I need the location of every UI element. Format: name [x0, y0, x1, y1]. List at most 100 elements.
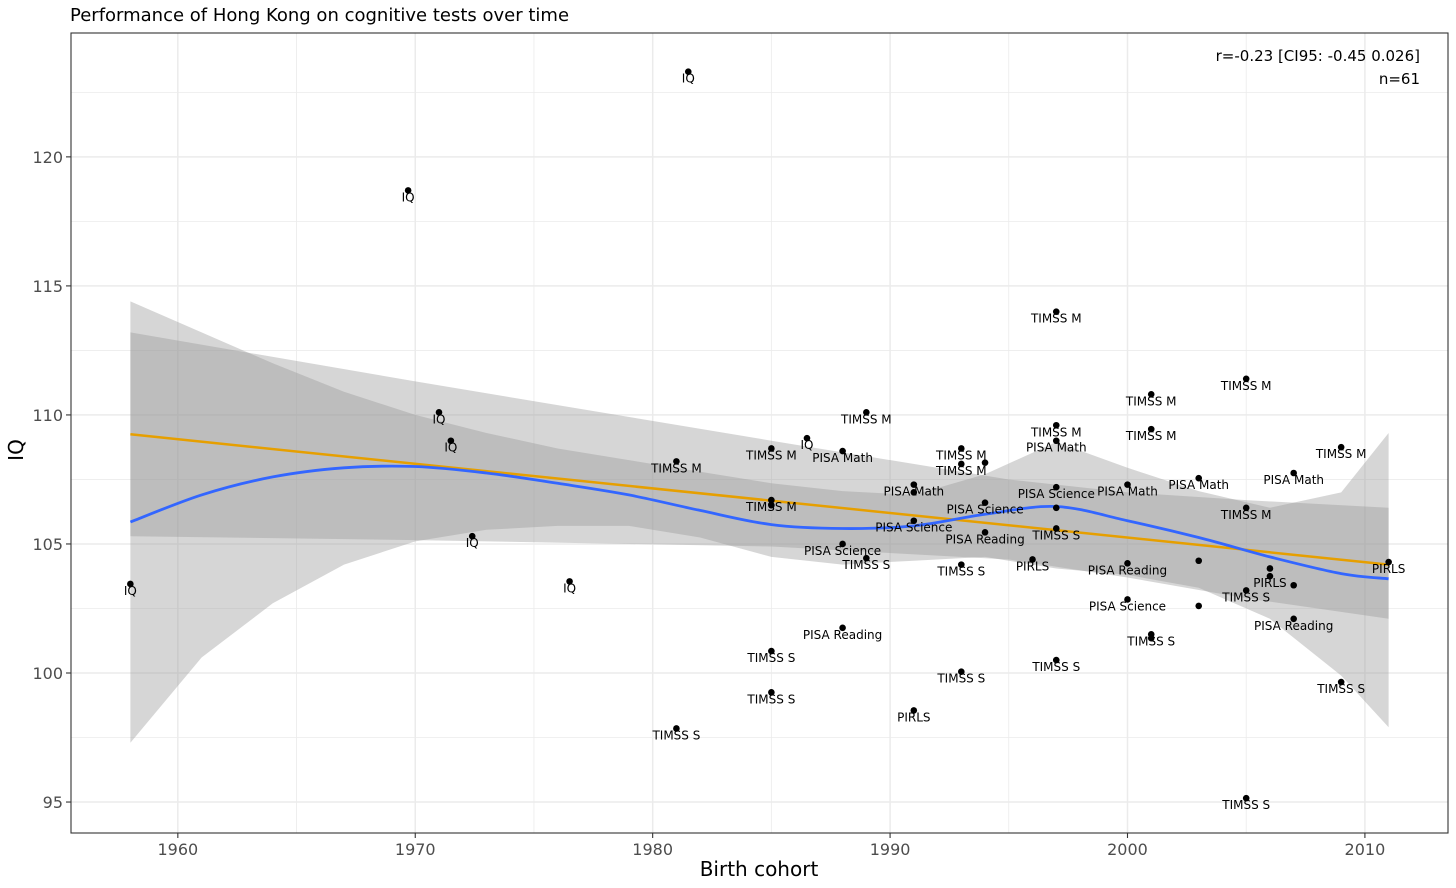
data-point	[910, 517, 918, 525]
point-label: TIMSS S	[1031, 660, 1080, 674]
point-label: PISA Reading	[1254, 619, 1333, 633]
point-label: TIMSS M	[935, 448, 987, 462]
data-point	[958, 445, 965, 452]
point-label: TIMSS M	[1315, 447, 1367, 461]
data-point	[1290, 469, 1297, 477]
data-point	[981, 529, 989, 536]
data-point	[566, 578, 573, 585]
point-label: IQ	[682, 72, 695, 86]
data-point	[1147, 390, 1155, 398]
point-label: TIMSS S	[1221, 798, 1270, 812]
y-tick-label: 105	[32, 535, 63, 554]
data-point	[435, 409, 443, 416]
x-axis-ticks: 1960 1970 1980 1990 2000 2010	[157, 833, 1385, 859]
point-label: TIMSS M	[745, 500, 797, 514]
data-point	[447, 437, 455, 445]
point-label: IQ	[124, 584, 137, 598]
data-point	[1124, 560, 1131, 567]
point-label: PISA Reading	[1088, 563, 1167, 577]
point-label: PISA Math	[812, 451, 873, 465]
point-label: IQ	[402, 190, 415, 204]
point-label: TIMSS S	[746, 651, 795, 665]
data-point	[127, 580, 134, 588]
data-point	[839, 447, 846, 455]
data-point	[1052, 504, 1060, 512]
data-point	[1242, 794, 1250, 802]
point-label: PIRLS	[1372, 562, 1405, 576]
data-point	[673, 458, 680, 465]
panel-border	[70, 32, 1449, 834]
data-point	[1242, 504, 1250, 512]
point-label: PIRLS	[1016, 559, 1049, 573]
point-labels: IQ IQ IQ IQ IQ IQ TIMSS S TIMSS M IQ TIMSS M TIMSS…	[124, 72, 1405, 812]
data-point	[768, 647, 775, 655]
point-label: PISA Science	[804, 544, 881, 558]
point-label: PISA Math	[1026, 441, 1087, 455]
point-label: TIMSS S	[1221, 590, 1270, 604]
point-label: PISA Math	[1097, 485, 1158, 499]
point-label: PISA Reading	[945, 532, 1024, 546]
loess-fit-line	[129, 464, 1389, 581]
point-label: PISA Science	[1089, 599, 1166, 613]
data-points	[127, 68, 1392, 802]
data-point	[1147, 425, 1155, 433]
sample-size-annotation: n=61	[1379, 70, 1420, 88]
data-point	[673, 725, 680, 732]
data-point	[803, 434, 811, 442]
x-axis-title: Birth cohort	[700, 857, 819, 881]
data-point	[768, 496, 775, 504]
data-point	[1029, 556, 1036, 563]
point-label: PISA Reading	[803, 628, 882, 642]
point-label: IQ	[563, 581, 576, 595]
data-point	[1124, 481, 1131, 488]
data-point	[1242, 375, 1250, 383]
data-point	[910, 481, 918, 488]
data-point	[1195, 602, 1203, 610]
y-tick-label: 95	[43, 793, 63, 812]
data-point	[1052, 421, 1060, 429]
point-label: TIMSS S	[936, 565, 985, 579]
point-label: IQ	[466, 536, 479, 550]
data-point	[839, 624, 846, 632]
x-tick-label: 1990	[870, 840, 911, 859]
point-label: TIMSS M	[1125, 394, 1177, 408]
data-point	[863, 554, 870, 562]
point-label: TIMSS M	[1125, 429, 1177, 443]
data-point	[684, 68, 692, 76]
point-label: TIMSS M	[1220, 379, 1272, 393]
data-point	[1266, 565, 1274, 572]
data-point	[1290, 615, 1297, 623]
data-point	[1052, 656, 1060, 664]
linear-confidence-ribbon	[130, 332, 1389, 619]
data-point	[1195, 474, 1203, 482]
data-point	[768, 501, 775, 509]
point-label: IQ	[800, 438, 813, 452]
data-point	[1385, 558, 1392, 566]
point-label: TIMSS M	[935, 464, 987, 478]
point-label: TIMSS S	[746, 692, 795, 706]
point-label: TIMSS S	[841, 558, 890, 572]
point-label: PIRLS	[1253, 576, 1286, 590]
data-point	[981, 459, 989, 466]
data-point	[981, 499, 989, 506]
chart-title: Performance of Hong Kong on cognitive te…	[70, 5, 569, 26]
data-point	[404, 187, 412, 194]
point-label: IQ	[444, 441, 457, 455]
data-point	[958, 668, 965, 676]
correlation-annotation: r=-0.23 [CI95: -0.45 0.026]	[1216, 47, 1420, 65]
data-point	[863, 409, 870, 416]
x-tick-label: 1970	[395, 840, 436, 859]
data-point	[1124, 596, 1131, 603]
data-point	[1337, 678, 1345, 686]
point-label: PIRLS	[897, 710, 930, 724]
data-point	[910, 489, 918, 496]
point-label: TIMSS M	[1220, 508, 1272, 522]
point-label: PISA Science	[946, 503, 1023, 517]
data-point	[839, 540, 846, 548]
y-tick-label: 115	[32, 277, 63, 296]
x-tick-label: 1960	[157, 840, 198, 859]
point-label: PISA Math	[1263, 473, 1324, 487]
data-point	[958, 460, 965, 468]
